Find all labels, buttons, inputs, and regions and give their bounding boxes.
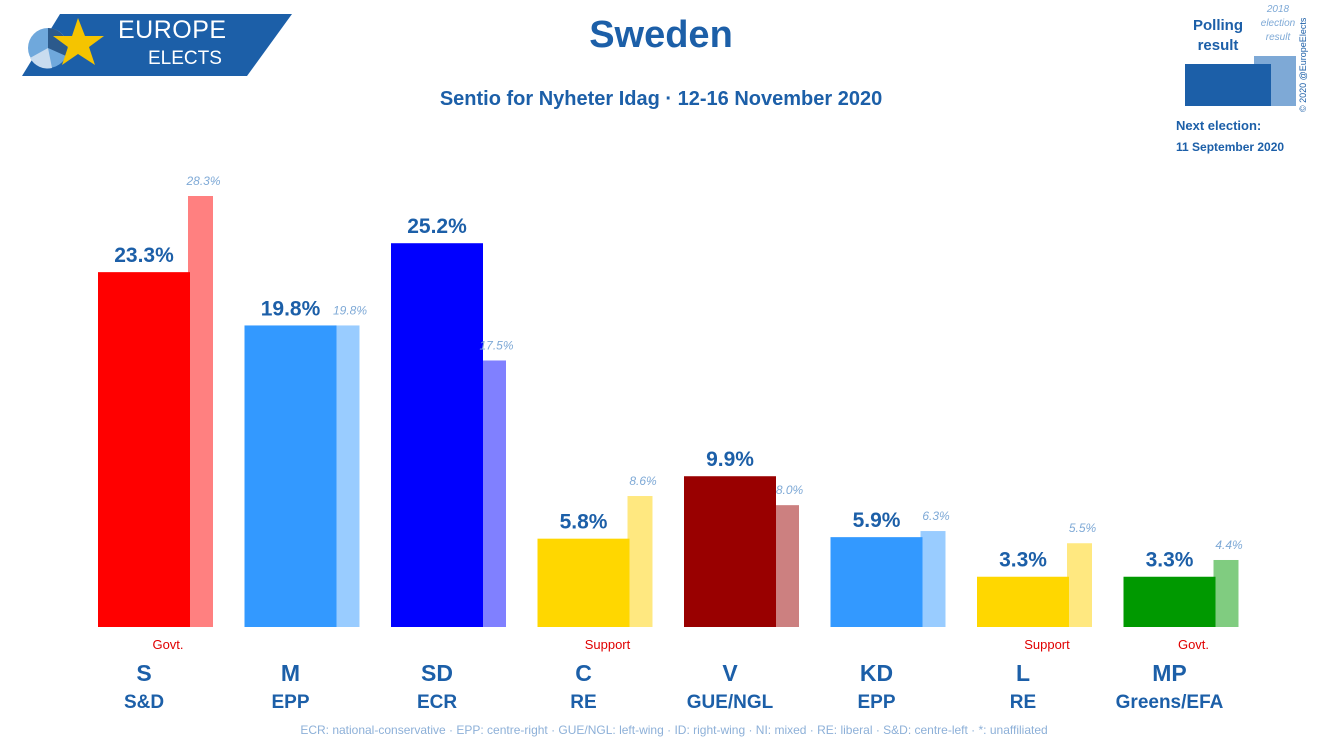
poll-value-label: 19.8% xyxy=(261,297,321,320)
chart-title: Sweden xyxy=(589,14,733,56)
poll-value-label: 3.3% xyxy=(999,549,1047,572)
election-value-label: 8.0% xyxy=(776,483,804,497)
poll-bar-m xyxy=(244,325,337,627)
legend xyxy=(1185,56,1296,106)
election-value-label: 17.5% xyxy=(479,338,513,352)
election-value-label: 8.6% xyxy=(629,474,657,488)
group-label: Greens/EFA xyxy=(1116,692,1224,713)
next-election-label: Next election: xyxy=(1176,118,1262,133)
election-value-label: 19.8% xyxy=(333,303,367,317)
chart-subtitle: Sentio for Nyheter Idag · 12-16 November… xyxy=(439,88,883,110)
poll-bar-s xyxy=(98,272,190,627)
next-election-date: 11 September 2020 xyxy=(1176,140,1285,154)
logo-text-elects: ELECTS xyxy=(148,48,222,69)
election-bar-v xyxy=(774,505,799,627)
poll-value-label: 23.3% xyxy=(114,244,174,267)
poll-value-label: 3.3% xyxy=(1146,549,1194,572)
party-label: V xyxy=(722,660,738,686)
legend-poll-swatch xyxy=(1185,64,1271,106)
logo-text-europe: EUROPE xyxy=(118,16,227,44)
poll-bar-sd xyxy=(391,243,483,627)
legend-poll-label: Polling result xyxy=(1193,17,1243,54)
star-icon xyxy=(53,18,104,65)
status-label: Support xyxy=(1024,637,1070,652)
poll-bar-c xyxy=(537,538,630,627)
election-bar-l xyxy=(1067,543,1092,627)
status-label: Govt. xyxy=(152,637,183,652)
party-label: M xyxy=(281,660,300,686)
poll-value-label: 5.8% xyxy=(560,511,608,534)
election-bar-s xyxy=(188,196,213,627)
poll-bar-kd xyxy=(830,537,923,627)
footer-legend: ECR: national-conservative · EPP: centre… xyxy=(300,723,1048,737)
election-value-label: 4.4% xyxy=(1215,538,1243,552)
party-label: C xyxy=(575,660,592,686)
party-label: S xyxy=(136,660,151,686)
election-bar-c xyxy=(627,496,653,627)
party-label: SD xyxy=(421,660,453,686)
status-label: Govt. xyxy=(1178,637,1209,652)
group-label: EPP xyxy=(857,692,895,713)
party-label: KD xyxy=(860,660,893,686)
party-label: MP xyxy=(1152,660,1187,686)
group-label: GUE/NGL xyxy=(687,692,774,713)
election-bar-m xyxy=(334,325,360,627)
group-label: ECR xyxy=(417,692,457,713)
poll-value-label: 5.9% xyxy=(853,509,901,532)
election-value-label: 28.3% xyxy=(185,174,220,188)
election-bar-kd xyxy=(920,531,946,627)
election-value-label: 6.3% xyxy=(922,509,950,523)
poll-bar-v xyxy=(684,476,776,627)
party-label: L xyxy=(1016,660,1030,686)
group-label: RE xyxy=(1010,692,1036,713)
status-label: Support xyxy=(585,637,631,652)
election-bar-sd xyxy=(481,360,506,627)
legend-election-label: 2018 election result xyxy=(1260,4,1296,43)
group-label: RE xyxy=(570,692,596,713)
poll-bar-mp xyxy=(1123,576,1216,627)
europe-elects-logo xyxy=(22,14,292,76)
election-bar-mp xyxy=(1213,559,1239,627)
poll-bar-l xyxy=(977,576,1069,627)
election-value-label: 5.5% xyxy=(1069,521,1097,535)
group-label: S&D xyxy=(124,692,164,713)
poll-value-label: 25.2% xyxy=(407,215,467,238)
group-label: EPP xyxy=(271,692,309,713)
poll-value-label: 9.9% xyxy=(706,448,754,471)
